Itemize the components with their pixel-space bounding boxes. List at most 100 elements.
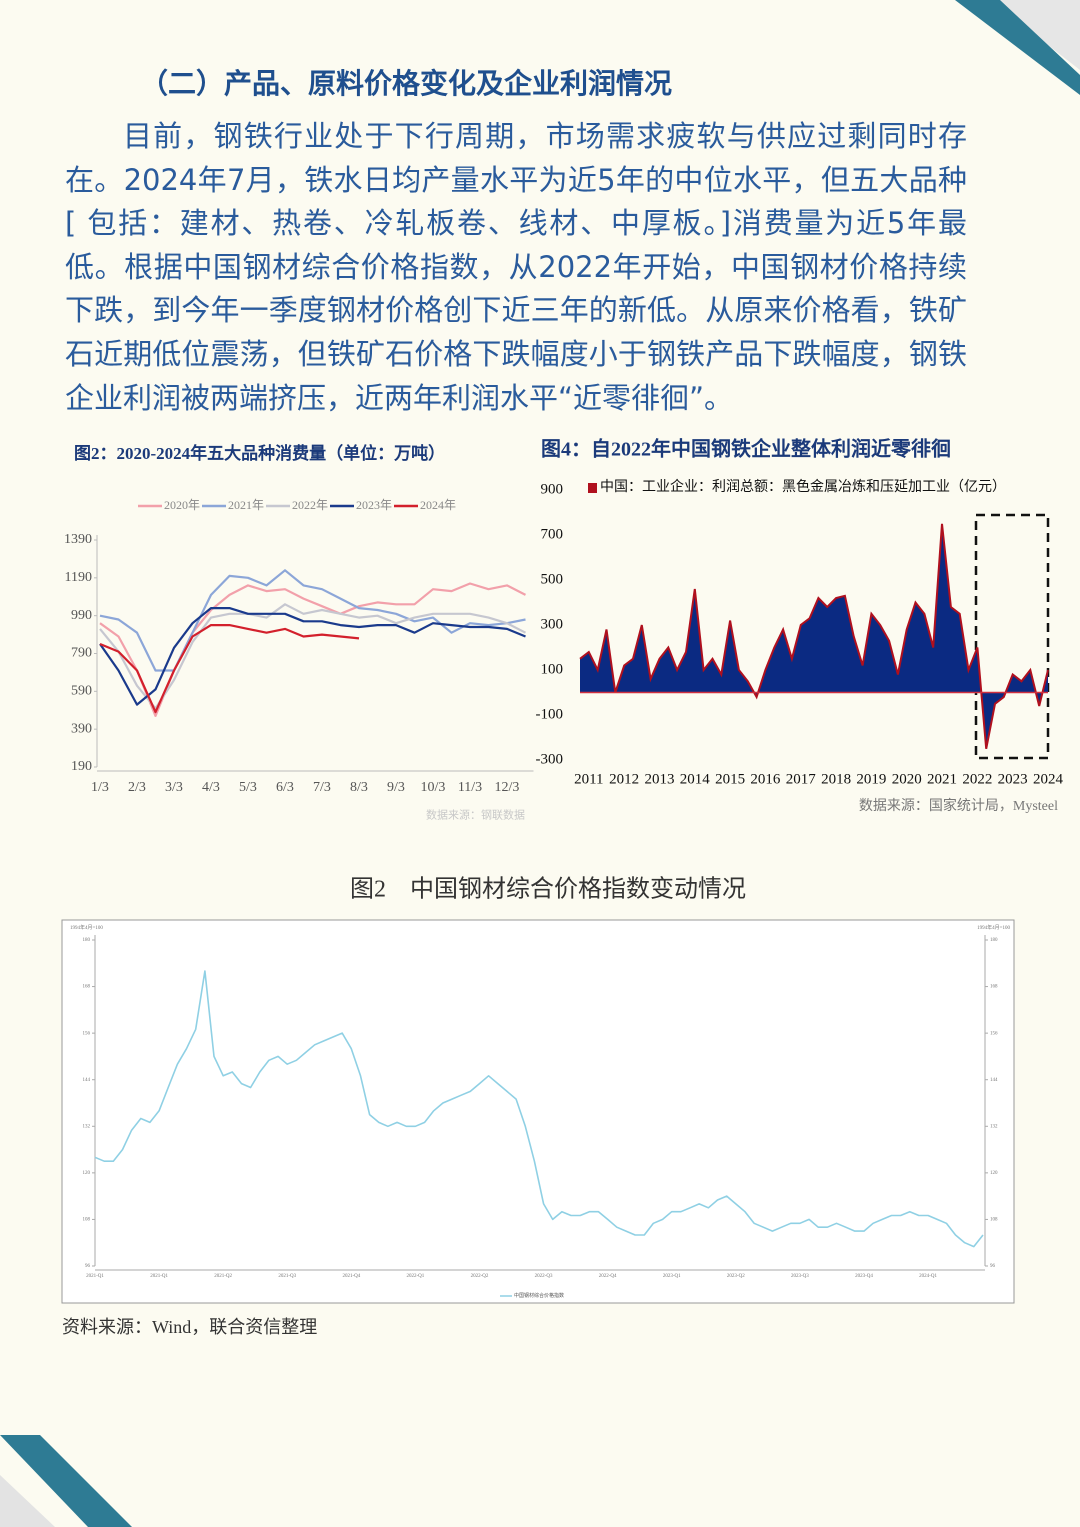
y-tick-label-right: 132: [990, 1124, 998, 1129]
y-tick-label: 590: [71, 684, 92, 699]
x-tick-label: 2024-Q1: [919, 1274, 937, 1279]
source-note: 资料来源：Wind，联合资信整理: [62, 1317, 317, 1337]
body-text: 目前，钢铁行业处于下行周期，市场需求疲软与供应过剩同时存在。2024年7月，铁水…: [65, 119, 967, 415]
x-tick-label: 2023-Q3: [791, 1274, 809, 1279]
x-tick-label: 2021: [927, 771, 957, 787]
x-tick-label: 2022-Q4: [599, 1274, 617, 1279]
unit-label: 1994年4月=100: [70, 924, 103, 931]
y-tick-label-right: 168: [990, 985, 998, 990]
x-tick-label: 2022: [962, 771, 992, 787]
x-tick-label: 8/3: [350, 780, 368, 795]
legend-label: 2024年: [420, 498, 456, 512]
legend-label: 2022年: [292, 498, 328, 512]
corner-stripe: [0, 1435, 132, 1527]
x-tick-label: 2015: [715, 771, 745, 787]
x-tick-label: 2021-Q3: [278, 1274, 296, 1279]
x-tick-label: 2021-Q2: [214, 1274, 232, 1279]
y-tick-label: 120: [83, 1171, 91, 1176]
x-tick-label: 5/3: [239, 780, 257, 795]
y-tick-label: 100: [541, 661, 564, 677]
x-tick-label: 2/3: [128, 780, 146, 795]
chart-frame: [61, 919, 1015, 1304]
x-tick-label: 4/3: [202, 780, 220, 795]
x-tick-label: 2022-Q2: [471, 1274, 489, 1279]
x-tick-label: 2024: [1033, 771, 1064, 787]
x-tick-label: 3/3: [165, 780, 183, 795]
y-tick-label: 390: [71, 721, 92, 736]
y-tick-label: 990: [71, 608, 92, 623]
x-tick-label: 2023-Q2: [727, 1274, 745, 1279]
chart-title: 图2：2020-2024年五大品种消费量（单位：万吨）: [74, 443, 445, 463]
y-tick-label-right: 144: [990, 1078, 998, 1083]
x-tick-label: 2011: [574, 771, 603, 787]
y-tick-label: 144: [83, 1078, 91, 1083]
x-tick-label: 2018: [821, 771, 851, 787]
x-tick-label: 12/3: [495, 780, 520, 795]
source-note: 数据来源：钢联数据: [426, 808, 525, 822]
y-tick-label-right: 108: [990, 1218, 998, 1223]
x-tick-label: 2023-Q4: [855, 1274, 873, 1279]
x-tick-label: 2023: [998, 771, 1028, 787]
series-line: [99, 569, 526, 672]
legend-label: 2021年: [228, 498, 264, 512]
x-tick-label: 7/3: [313, 780, 331, 795]
series-area: [580, 523, 1048, 749]
y-tick-label: 1390: [64, 532, 92, 547]
x-tick-label: 2022-Q3: [535, 1274, 553, 1279]
x-tick-label: 2017: [786, 771, 817, 787]
unit-label: 1994年4月=100: [977, 924, 1010, 931]
x-tick-label: 2020: [892, 771, 922, 787]
legend-label: 中国：工业企业：利润总额：黑色金属冶炼和压延加工业（亿元）: [600, 478, 1006, 495]
x-tick-label: 1/3: [91, 780, 109, 795]
source-note: 数据来源：国家统计局，Mysteel: [859, 797, 1058, 814]
legend-label: 2020年: [164, 498, 200, 512]
y-tick-label: 132: [83, 1124, 91, 1129]
y-tick-label: 790: [71, 646, 92, 661]
x-tick-label: 6/3: [276, 780, 294, 795]
x-tick-label: 2013: [644, 771, 674, 787]
section-heading: （二）产品、原料价格变化及企业利润情况: [140, 67, 673, 100]
x-tick-label: 2023-Q1: [663, 1274, 681, 1279]
y-tick-label: -300: [536, 751, 564, 767]
x-tick-label: 11/3: [458, 780, 482, 795]
x-tick-label: 2021-Q4: [342, 1274, 360, 1279]
y-tick-label-right: 96: [990, 1264, 996, 1269]
corner-stripe: [955, 0, 1080, 95]
legend-label: 2023年: [356, 498, 392, 512]
y-tick-label-right: 180: [990, 938, 998, 943]
series-line: [99, 603, 527, 710]
x-tick-label: 2012: [609, 771, 639, 787]
series-line: [94, 970, 984, 1248]
y-tick-label: -100: [536, 706, 564, 722]
chart-title: 图4：自2022年中国钢铁企业整体利润近零徘徊: [541, 437, 951, 461]
y-tick-label: 156: [83, 1031, 91, 1036]
series-line: [99, 607, 526, 706]
series-edge: [579, 523, 1049, 749]
y-tick-label: 180: [83, 938, 91, 943]
y-tick-label: 700: [541, 526, 564, 542]
y-tick-label-right: 120: [990, 1171, 998, 1176]
y-tick-label: 108: [83, 1218, 91, 1223]
y-tick-label: 500: [541, 571, 564, 587]
y-tick-label: 300: [541, 616, 564, 632]
x-tick-label: 2021-Q1: [150, 1274, 168, 1279]
y-tick-label: 168: [83, 985, 91, 990]
y-tick-label: 900: [541, 481, 564, 497]
legend-label: 中国钢材综合价格指数: [514, 1292, 564, 1299]
chart-title: 图2 中国钢材综合价格指数变动情况: [350, 876, 746, 903]
x-tick-label: 2016: [750, 771, 781, 787]
x-tick-label: 2022-Q1: [407, 1274, 425, 1279]
legend-swatch: [588, 483, 597, 493]
x-tick-label: 2021-Q1: [86, 1274, 104, 1279]
x-tick-label: 2019: [856, 771, 886, 787]
x-tick-label: 10/3: [421, 780, 446, 795]
highlight-box: [974, 513, 1050, 760]
y-tick-label: 96: [85, 1264, 91, 1269]
series-line: [99, 624, 360, 714]
y-tick-label: 190: [71, 759, 92, 774]
corner-shade: [0, 1475, 55, 1527]
x-tick-label: 2014: [680, 771, 711, 787]
